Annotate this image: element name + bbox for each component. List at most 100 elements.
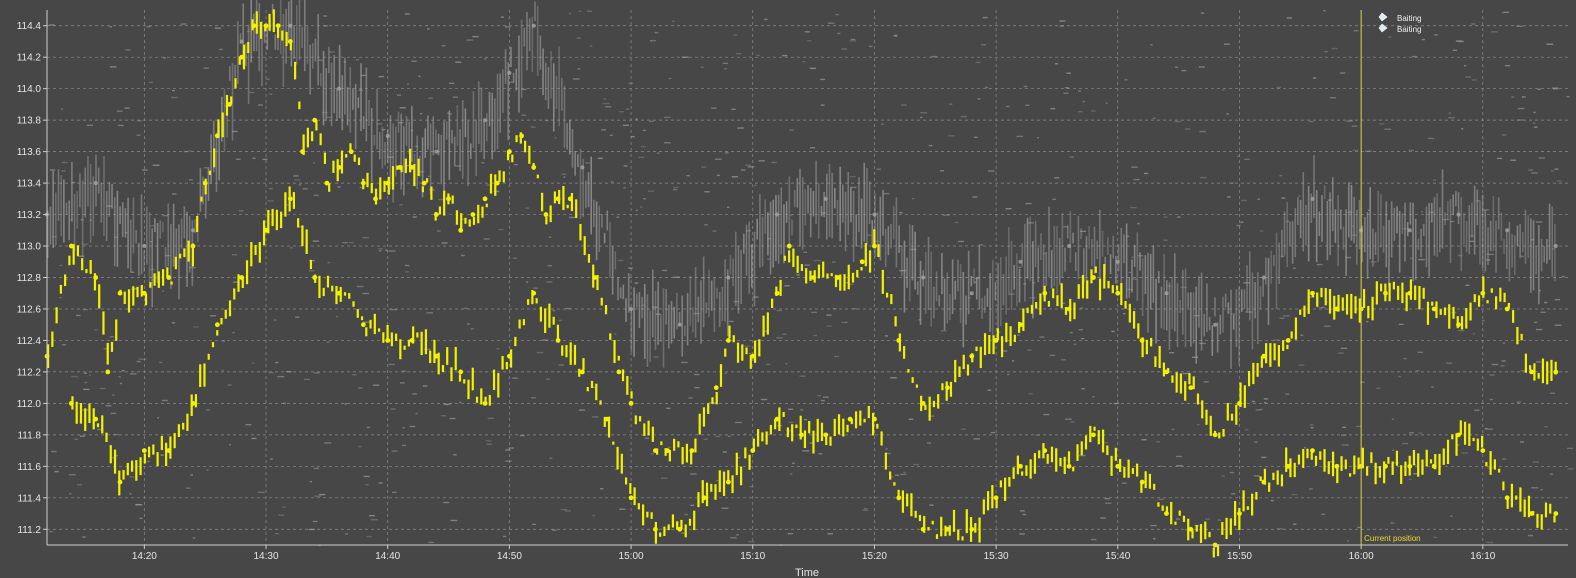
order-dot [845,321,848,324]
legend-entry-2[interactable]: Baiting [1378,23,1421,34]
order-dot [930,55,938,58]
trade-streak [72,244,75,265]
trade-streak [1529,365,1532,371]
order-dot [1408,149,1415,151]
order-dot [1342,426,1347,429]
depth-streak [585,180,587,208]
depth-streak [325,68,328,121]
depth-streak [204,191,207,219]
trade-streak [735,452,738,476]
trade-streak [262,220,266,246]
depth-streak [1401,212,1404,235]
depth-streak [796,178,799,208]
trade-streak [1333,295,1336,320]
depth-streak [991,259,994,336]
depth-streak [445,121,448,140]
trade-streak [1230,413,1234,421]
order-dot [1007,373,1010,376]
depth-streak [978,244,981,309]
depth-streak [92,176,95,236]
order-dot [982,16,988,19]
order-dot [1002,350,1008,352]
trade-streak [1182,515,1186,522]
trade-streak [966,364,970,376]
order-dot [1533,126,1538,128]
trade-streak [714,484,717,500]
order-dot [1351,125,1358,127]
order-dot [1124,79,1128,81]
order-dot [704,191,710,193]
order-dot [1551,87,1559,89]
trade-streak [292,192,295,209]
depth-streak [210,134,212,184]
order-dot [83,308,88,311]
order-dot [874,240,880,243]
trade-point [1431,306,1437,312]
order-dot [136,134,141,136]
depth-streak [1152,245,1155,303]
order-dot [1019,533,1025,535]
order-dot [1205,518,1211,520]
legend[interactable]: Baiting Baiting [1378,12,1421,34]
legend-entry-1[interactable]: Baiting [1378,12,1421,23]
order-dot [1417,351,1423,354]
trade-streak [101,415,104,434]
trade-streak [1140,482,1143,493]
trade-streak [488,394,491,406]
order-dot [903,471,906,474]
trade-streak [280,211,283,229]
order-dot [552,309,556,312]
order-dot [1472,333,1475,335]
depth-streak [1326,200,1329,261]
depth-streak [103,156,105,237]
depth-streak [1313,155,1315,219]
depth-streak [753,231,756,307]
y-tick-label: 112.8 [17,273,42,284]
order-dot [737,127,744,129]
depth-streak [569,119,571,155]
order-dot [578,409,585,411]
depth-streak [523,27,526,47]
order-dot [82,536,86,538]
trade-point [628,495,634,501]
order-dot [807,39,812,42]
trade-streak [1170,501,1173,525]
trade-streak [1089,425,1092,443]
trade-streak [1323,449,1326,472]
trade-streak [349,143,352,154]
order-dot [125,49,131,51]
order-dot [113,433,120,436]
trade-streak [1229,518,1232,535]
trade-streak [369,319,372,329]
order-dot [850,175,856,178]
order-dot [227,384,232,386]
depth-streak [199,168,202,212]
order-dot [1143,172,1149,175]
depth-streak [1085,236,1088,298]
trade-streak [1093,426,1096,431]
depth-streak [336,88,338,122]
order-dot [1540,489,1544,491]
order-dot [344,403,347,405]
trade-streak [778,407,781,432]
trade-streak [715,391,718,405]
order-dot [1501,134,1507,136]
trade-streak [710,483,713,492]
order-dot [733,300,740,303]
order-dot [1240,221,1244,223]
trade-streak [812,430,815,454]
trade-streak [51,331,54,347]
order-dot [384,249,388,251]
trade-streak [786,427,790,438]
order-dot [188,266,196,269]
depth-streak [1460,197,1463,272]
trade-streak [220,318,223,325]
depth-streak [47,210,49,258]
trade-point [141,448,147,453]
y-tick-label: 114.0 [17,84,42,95]
order-dot [1068,72,1072,75]
order-dot [401,444,407,447]
trade-streak [1455,433,1458,456]
trade-streak [1077,284,1080,299]
trade-streak [443,190,446,216]
